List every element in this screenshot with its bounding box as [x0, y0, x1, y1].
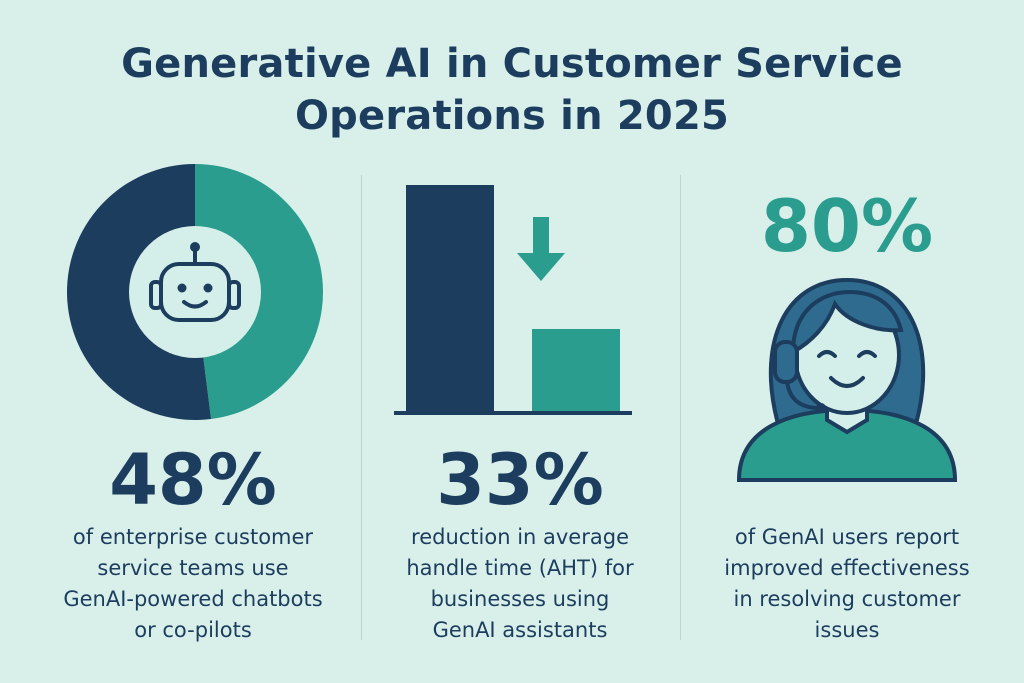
stat-panel-aht: 33% reduction in average handle time (AH… — [360, 160, 680, 660]
robot-icon — [149, 242, 241, 322]
bar-comparison-chart — [394, 185, 632, 415]
stat-value-effectiveness: 80% — [760, 184, 934, 268]
stat-description-aht: reduction in average handle time (AHT) f… — [360, 522, 680, 646]
desc-line: of enterprise customer — [72, 525, 314, 549]
stat-description-effectiveness: of GenAI users report improved effective… — [687, 522, 1007, 646]
support-agent-icon — [736, 277, 958, 482]
desc-line: handle time (AHT) for — [406, 556, 634, 580]
bar-after — [532, 328, 620, 413]
divider-left — [361, 175, 362, 640]
page-title: Generative AI in Customer Service Operat… — [0, 38, 1024, 142]
desc-line: service teams use — [97, 556, 289, 580]
desc-line: of GenAI users report — [734, 525, 960, 549]
desc-line: GenAI assistants — [432, 618, 608, 642]
stat-value-chatbots: 48% — [109, 439, 277, 521]
divider-right — [680, 175, 681, 640]
donut-chart — [67, 164, 324, 420]
desc-line: improved effectiveness — [724, 556, 970, 580]
stat-panel-chatbots: 48% of enterprise customer service teams… — [33, 160, 353, 660]
title-line-1: Generative AI in Customer Service — [121, 41, 903, 87]
desc-line: reduction in average — [411, 525, 629, 549]
desc-line: in resolving customer — [733, 587, 961, 611]
desc-line: GenAI-powered chatbots — [63, 587, 323, 611]
stat-description-chatbots: of enterprise customer service teams use… — [33, 522, 353, 646]
down-arrow-icon — [517, 217, 565, 281]
desc-line: businesses using — [430, 587, 610, 611]
title-line-2: Operations in 2025 — [294, 93, 730, 139]
stat-panel-effectiveness: 80% of GenAI users report improved effec… — [687, 160, 1007, 660]
bar-before — [406, 185, 494, 413]
desc-line: issues — [814, 618, 880, 642]
stat-value-aht: 33% — [436, 439, 604, 521]
desc-line: or co-pilots — [134, 618, 252, 642]
